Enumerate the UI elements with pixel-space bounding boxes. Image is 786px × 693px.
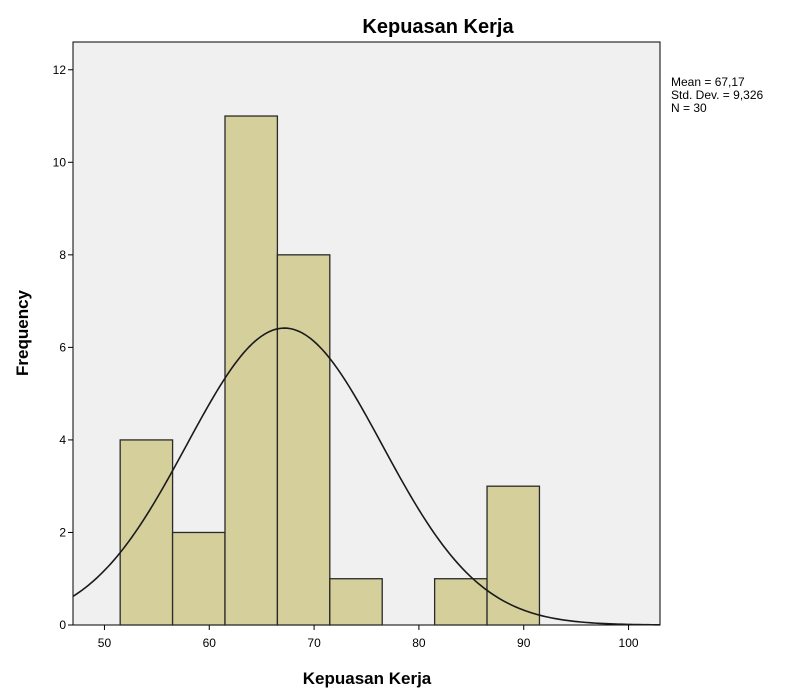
x-tick-label-90: 90	[517, 636, 531, 650]
histogram-bar-3	[276, 254, 331, 626]
y-tick-label-4: 4	[59, 433, 66, 447]
histogram-bar-1	[171, 531, 226, 626]
histogram-bar-6	[433, 578, 488, 626]
x-tick-label-50: 50	[98, 636, 112, 650]
stats-n: N = 30	[671, 101, 707, 115]
y-axis: 0 2 4 6 8 10 12	[53, 63, 73, 632]
y-tick-label-2: 2	[59, 525, 66, 539]
histogram-bar-4	[329, 578, 383, 626]
stats-std-dev: Std. Dev. = 9,326	[671, 88, 763, 102]
histogram-bar-0	[119, 439, 174, 626]
y-axis-label: Frequency	[13, 289, 32, 376]
y-tick-label-8: 8	[59, 248, 66, 262]
stats-mean: Mean = 67,17	[671, 75, 745, 89]
histogram-bar-2	[224, 115, 279, 626]
x-tick-label-80: 80	[412, 636, 426, 650]
histogram-bar-7	[486, 485, 541, 626]
x-axis: 50 60 70 80 90 100	[98, 625, 639, 650]
bars-layer	[119, 115, 541, 626]
x-tick-label-60: 60	[203, 636, 217, 650]
x-axis-label: Kepuasan Kerja	[303, 669, 432, 688]
normal-curve	[72, 327, 661, 626]
y-tick-label-10: 10	[53, 155, 67, 169]
x-tick-label-100: 100	[619, 636, 639, 650]
y-tick-label-0: 0	[59, 618, 66, 632]
chart-title: Kepuasan Kerja	[362, 16, 514, 38]
y-tick-label-6: 6	[59, 340, 66, 354]
y-tick-label-12: 12	[53, 63, 67, 77]
x-tick-label-70: 70	[307, 636, 321, 650]
stats-box: Mean = 67,17 Std. Dev. = 9,326 N = 30	[671, 75, 763, 115]
